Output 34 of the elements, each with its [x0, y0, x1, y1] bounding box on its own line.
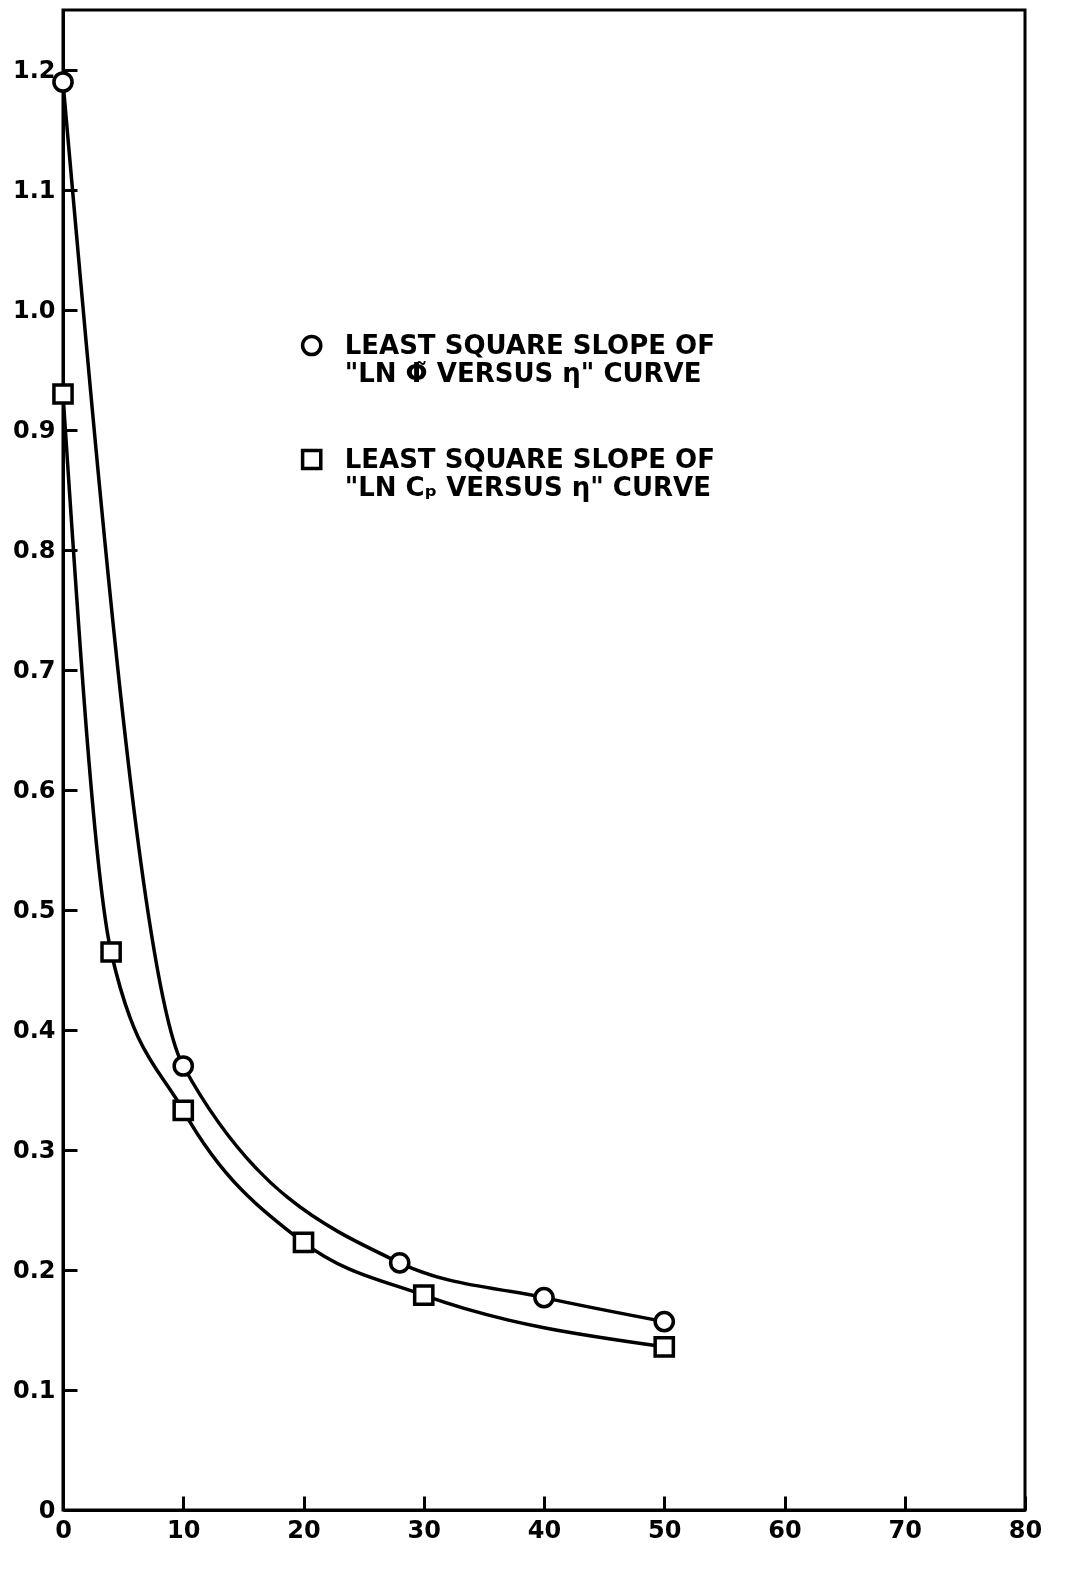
y-tick-label: 0.4 [12, 1015, 56, 1044]
x-tick-label: 10 [167, 1515, 201, 1544]
x-tick-label: 60 [768, 1515, 802, 1544]
x-tick-label: 50 [648, 1515, 682, 1544]
point [52, 71, 74, 93]
point [292, 1231, 315, 1254]
y-tick-label: 1.0 [12, 295, 56, 324]
x-tick-label: 70 [888, 1515, 922, 1544]
y-tick-label: 0.5 [12, 895, 56, 924]
legend-label: LEAST SQUARE SLOPE OF "LN Cₚ VERSUS η" CURVE [344, 443, 715, 502]
point [52, 383, 74, 405]
x-tick-label: 30 [407, 1515, 441, 1544]
point [100, 941, 122, 963]
y-tick-label: 0.8 [12, 535, 56, 564]
point [412, 1284, 435, 1307]
point [172, 1055, 195, 1077]
point [388, 1251, 411, 1274]
y-tick-label: 0 [38, 1495, 56, 1524]
y-tick-label: 0.3 [12, 1135, 56, 1164]
point [653, 1335, 676, 1358]
y-tick-label: 0.6 [12, 775, 56, 804]
x-tick-label: 80 [1008, 1515, 1043, 1544]
y-tick-label: 0.9 [12, 415, 56, 444]
y-tick-label: 1.1 [12, 175, 56, 204]
x-tick-label: 40 [527, 1515, 562, 1544]
point [653, 1310, 676, 1333]
legend-label: LEAST SQUARE SLOPE OF "LN Φ̃ VERSUS η" CURVE [344, 329, 715, 388]
point [172, 1099, 195, 1122]
y-tick-label: 0.2 [12, 1255, 56, 1284]
y-tick-label: 0.7 [12, 655, 56, 684]
point [533, 1286, 555, 1309]
x-tick-label: 20 [287, 1515, 321, 1544]
y-tick-label: 1.2 [12, 55, 56, 84]
y-tick-label: 0.1 [12, 1375, 56, 1404]
